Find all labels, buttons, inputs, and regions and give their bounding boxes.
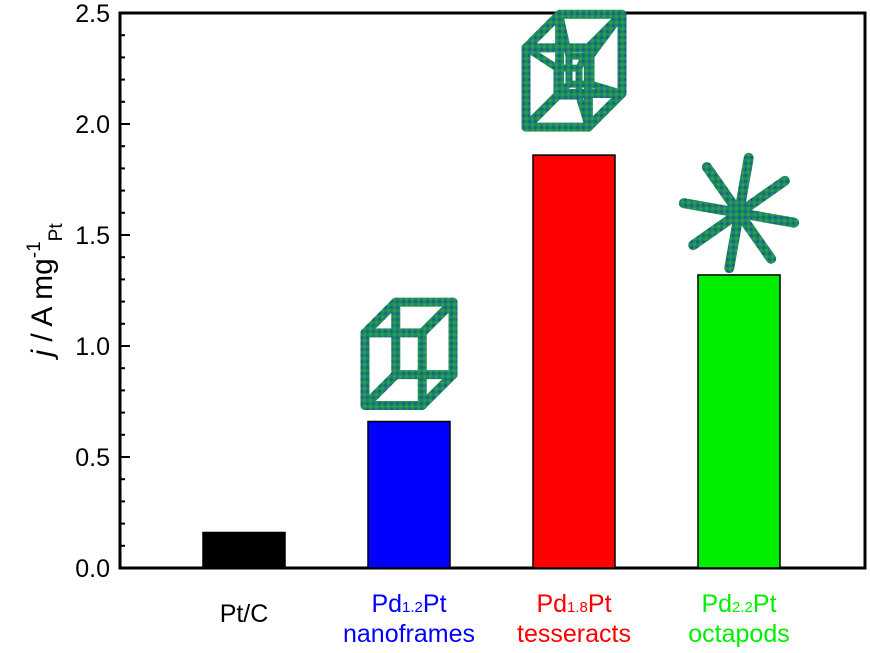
- y-axis-label-main: / A mg: [26, 258, 59, 350]
- y-tick-label: 2.0: [75, 111, 110, 139]
- y-tick-label: 0.0: [75, 555, 110, 583]
- bar: [202, 531, 286, 569]
- y-tick-label: 1.5: [75, 222, 110, 250]
- y-axis-label-sup: -1: [24, 241, 45, 258]
- bars: [202, 154, 781, 569]
- tesseract-icon: [521, 9, 627, 132]
- category-label-line1: Pt/C: [220, 600, 269, 628]
- bar: [367, 420, 451, 569]
- y-tick-label: 2.5: [75, 0, 110, 28]
- y-tick-label: 1.0: [75, 333, 110, 361]
- category-label-line1: Pd1.8Pt: [536, 590, 611, 618]
- category-label-line2: octapods: [688, 620, 789, 648]
- plot-frame: [118, 11, 867, 570]
- category-label-line2: tesseracts: [517, 620, 631, 648]
- y-axis-ticks: [120, 12, 130, 569]
- bar: [532, 154, 616, 569]
- octapod-icon: [678, 152, 800, 274]
- category-label-line1: Pd2.2Pt: [701, 590, 776, 618]
- y-axis-tick-labels: 0.0 0.5 1.0 1.5 2.0 2.5: [75, 0, 110, 583]
- cube-frame-icon: [360, 297, 458, 410]
- category-label-line2: nanoframes: [343, 620, 475, 648]
- y-tick-label: 0.5: [75, 444, 110, 472]
- y-axis-label: j / A mg-1Pt: [24, 223, 67, 361]
- category-label-line1: Pd1.2Pt: [371, 590, 446, 618]
- y-axis-label-sub: Pt: [46, 223, 67, 242]
- bar: [697, 274, 781, 569]
- nanostructure-insets: [360, 9, 800, 410]
